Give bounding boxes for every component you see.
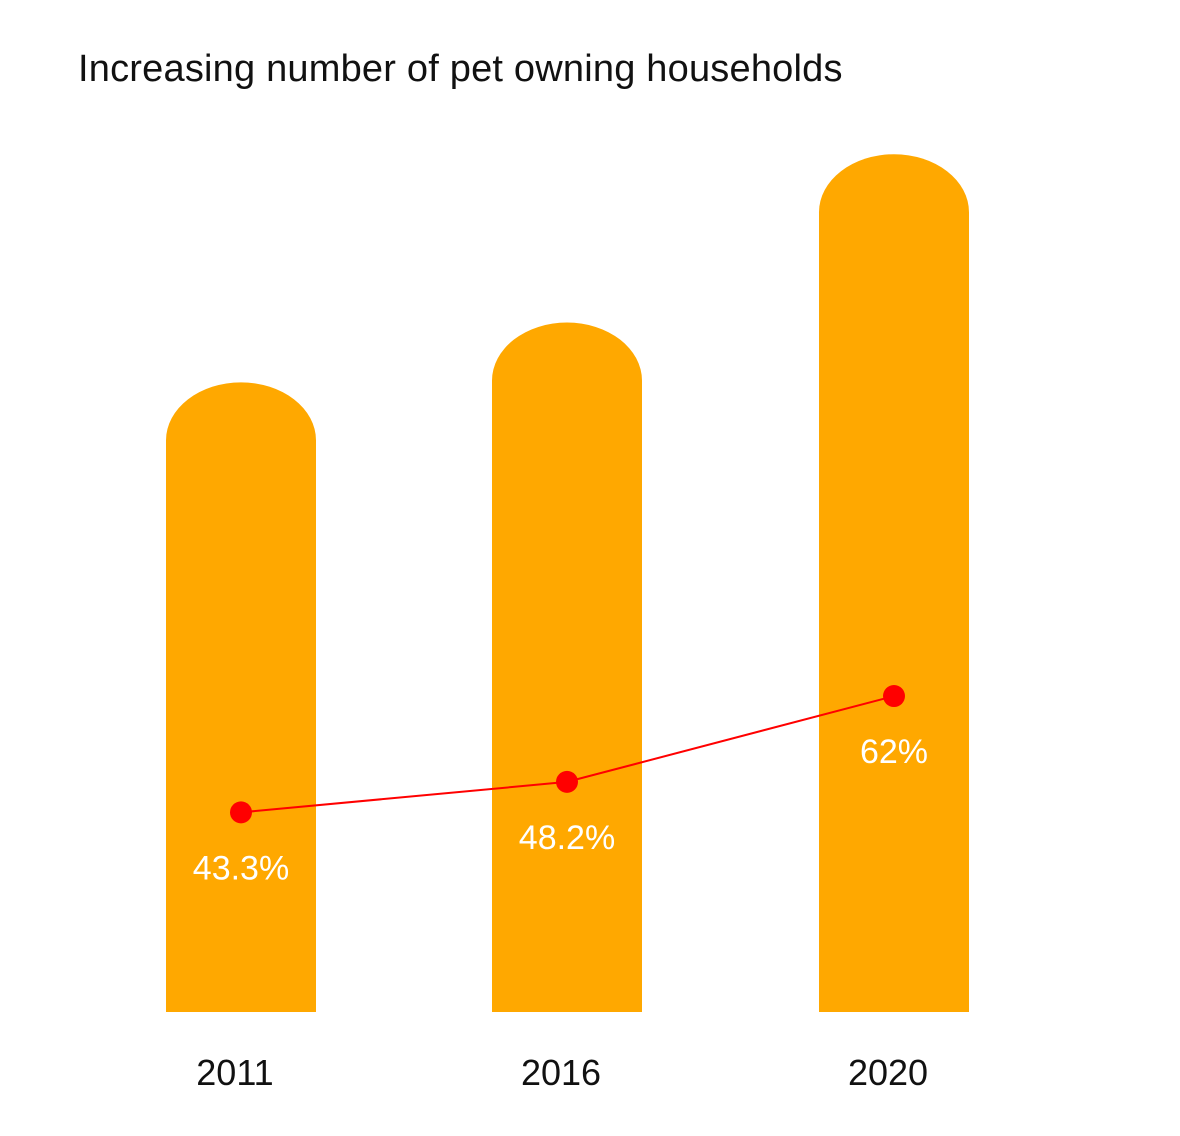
x-tick-2016: 2016 [521, 1052, 601, 1093]
value-labels-layer: 43.3% 48.2% 62% [193, 733, 928, 887]
data-point-2011 [230, 801, 252, 824]
x-axis-tick-labels: 2011 2016 2020 [196, 1052, 928, 1093]
data-point-2020 [883, 685, 905, 708]
chart-title: Increasing number of pet owning househol… [78, 48, 843, 90]
value-label-2011: 43.3% [193, 849, 289, 887]
value-label-2016: 48.2% [519, 819, 615, 857]
x-tick-2020: 2020 [848, 1052, 928, 1093]
bar-2016 [492, 322, 642, 1012]
trend-line-layer [230, 685, 905, 824]
value-label-2020: 62% [860, 733, 928, 771]
bar-2020 [819, 154, 969, 1012]
bars-layer [166, 154, 969, 1013]
bar-2011 [166, 382, 316, 1013]
data-point-2016 [556, 770, 578, 793]
x-tick-2011: 2011 [196, 1052, 273, 1093]
